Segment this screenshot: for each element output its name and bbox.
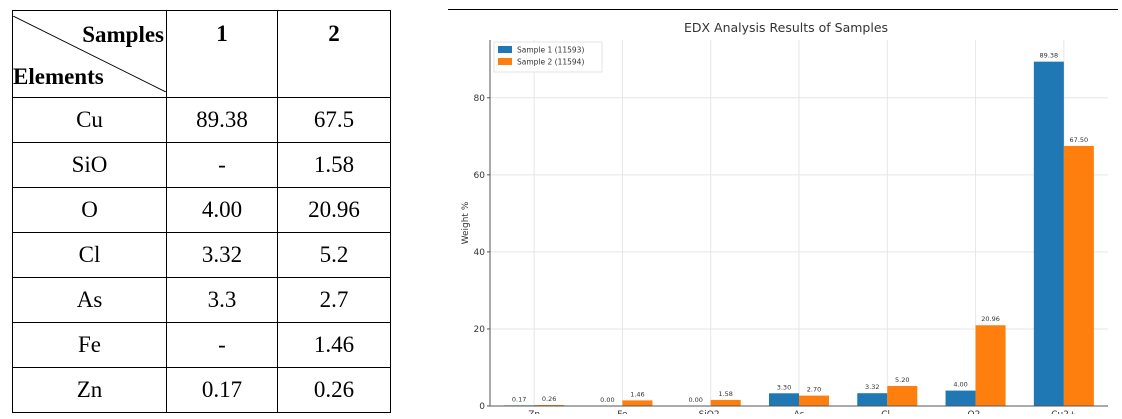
- bar-sample-2-cu2: [1063, 145, 1094, 406]
- bar-sample-1-cl: [857, 393, 888, 406]
- diagonal-divider: [13, 16, 166, 92]
- chart-legend: Sample 1 (11593) Sample 2 (11594): [493, 41, 603, 73]
- sample-1-value: 3.3: [166, 277, 278, 323]
- sample-2-value: 1.58: [277, 142, 391, 188]
- grid-layer: [490, 40, 1108, 407]
- y-tick-label: 20: [474, 325, 486, 335]
- sample-1-header: 1: [166, 10, 278, 98]
- bar-value-label: 2.70: [807, 386, 821, 394]
- legend-label: Sample 1 (11593): [517, 46, 584, 55]
- bar-value-label: 1.46: [630, 390, 644, 398]
- bar-value-label: 20.96: [981, 315, 1000, 323]
- x-tick-label: Cu2+: [1051, 410, 1076, 414]
- bar-sample-1-o2: [945, 390, 976, 406]
- sample-2-value: 1.46: [277, 322, 391, 368]
- element-cell: SiO: [12, 142, 167, 188]
- element-cell: O: [12, 187, 167, 233]
- element-cell: Fe: [12, 322, 167, 368]
- bar-value-label: 67.50: [1070, 136, 1089, 144]
- table-row: As 3.3 2.7: [12, 277, 391, 323]
- bar-value-label: 3.30: [777, 383, 791, 391]
- bar-value-label: 0.17: [512, 395, 526, 403]
- bar-value-label: 89.38: [1040, 52, 1059, 60]
- y-tick-label: 40: [474, 248, 486, 258]
- table-row: Zn 0.17 0.26: [12, 367, 391, 413]
- sample-2-value: 0.26: [277, 367, 391, 413]
- sample-2-value: 2.7: [277, 277, 391, 323]
- composition-table: Samples Elements 1 2 Cu 89.38 67.5 SiO -…: [12, 10, 391, 413]
- bar-value-label: 5.20: [895, 376, 909, 384]
- table-row: Cl 3.32 5.2: [12, 232, 391, 278]
- legend-swatch: [498, 46, 512, 53]
- bar-sample-2-zn: [534, 404, 565, 406]
- x-tick-label: As: [794, 410, 805, 414]
- sample-1-value: 0.17: [166, 367, 278, 413]
- y-tick-label: 0: [479, 402, 485, 412]
- x-tick-label: O2-: [968, 410, 984, 414]
- element-cell: Zn: [12, 367, 167, 413]
- x-tick-label: Zn: [528, 410, 540, 414]
- bar-sample-2-sio2: [710, 399, 741, 406]
- bar-sample-2-o2: [975, 325, 1006, 406]
- element-cell: Cu: [12, 97, 167, 143]
- sample-2-header: 2: [277, 10, 391, 98]
- axes-layer: 0 20 40 60 80 Zn Fe SiO2- As Cl- O2- Cu2+: [474, 40, 1108, 414]
- bar-sample-2-as: [799, 395, 830, 406]
- bar-value-label: 1.58: [718, 390, 732, 398]
- x-tick-label: Cl-: [881, 410, 893, 414]
- sample-1-value: -: [166, 142, 278, 188]
- corner-header-cell: Samples Elements: [12, 10, 167, 98]
- legend-box: [493, 41, 603, 73]
- x-tick-label: SiO2-: [699, 410, 723, 414]
- elements-header: Elements: [13, 64, 104, 89]
- bar-sample-2-fe: [622, 400, 653, 406]
- table-header-row: Samples Elements 1 2: [12, 10, 391, 98]
- bar-sample-2-cl: [887, 385, 918, 406]
- top-border-line: [448, 9, 1118, 10]
- sample-2-value: 5.2: [277, 232, 391, 278]
- element-cell: Cl: [12, 232, 167, 278]
- table-row: Cu 89.38 67.5: [12, 97, 391, 143]
- bar-value-label: 3.32: [865, 383, 879, 391]
- bars-layer: 0.17 0.26 0.00 1.46 0.00 1.58 3.30 2.70 3.32 5.20…: [504, 52, 1094, 406]
- y-tick-label: 80: [474, 94, 486, 104]
- chart-title: EDX Analysis Results of Samples: [684, 20, 888, 35]
- legend-label: Sample 2 (11594): [517, 58, 584, 67]
- sample-2-value: 67.5: [277, 97, 391, 143]
- samples-header: Samples: [82, 22, 164, 47]
- table-row: SiO - 1.58: [12, 142, 391, 188]
- table-row: O 4.00 20.96: [12, 187, 391, 233]
- element-cell: As: [12, 277, 167, 323]
- bar-value-label: 0.00: [688, 396, 702, 404]
- table-row: Fe - 1.46: [12, 322, 391, 368]
- x-tick-label: Fe: [617, 410, 628, 414]
- edx-bar-chart: EDX Analysis Results of Samples Weight %…: [461, 20, 1108, 414]
- bar-sample-1-cu2: [1033, 61, 1064, 406]
- sample-1-value: 3.32: [166, 232, 278, 278]
- sample-1-value: 4.00: [166, 187, 278, 233]
- sample-1-value: 89.38: [166, 97, 278, 143]
- sample-2-value: 20.96: [277, 187, 391, 233]
- y-axis-label: Weight %: [461, 201, 471, 244]
- bar-value-label: 0.26: [542, 395, 556, 403]
- legend-swatch: [498, 58, 512, 65]
- bar-value-label: 0.00: [600, 396, 614, 404]
- y-tick-label: 60: [474, 171, 486, 181]
- bar-value-label: 4.00: [953, 381, 967, 389]
- sample-1-value: -: [166, 322, 278, 368]
- bar-sample-1-as: [768, 393, 799, 406]
